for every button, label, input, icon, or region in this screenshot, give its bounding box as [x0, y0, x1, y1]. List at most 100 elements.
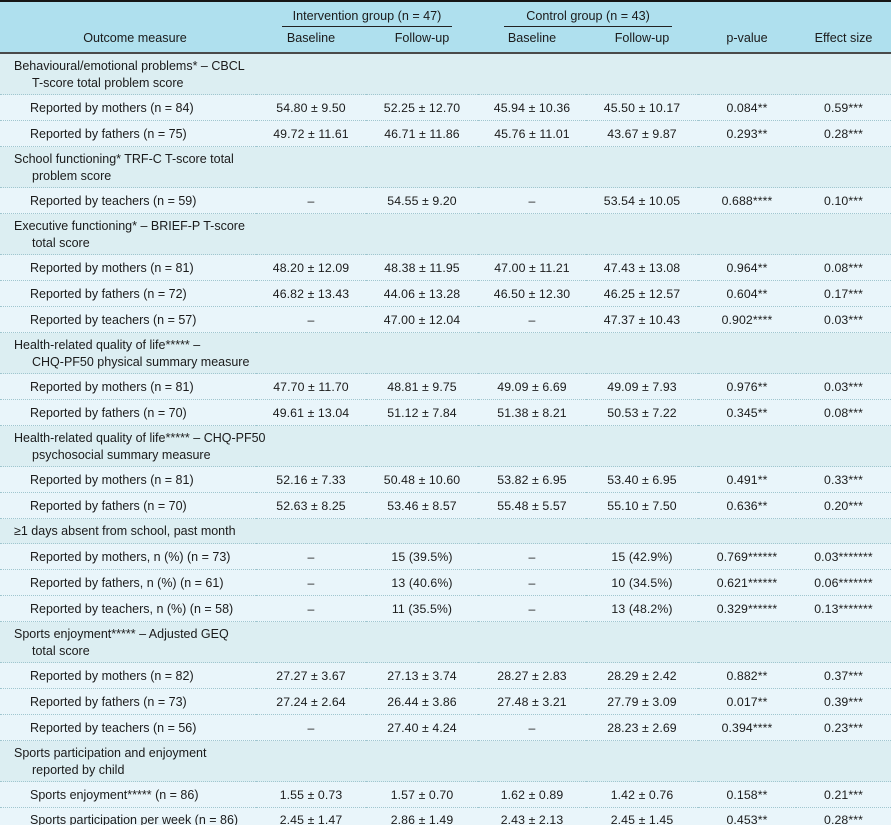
value-cell: 27.24 ± 2.64 — [276, 694, 346, 709]
row-label: Reported by mothers (n = 81) — [30, 260, 194, 275]
section-header-row: Behavioural/emotional problems* – CBCL T-… — [0, 53, 891, 95]
section-title-line1: Executive functioning* – BRIEF-P T-score — [14, 219, 245, 233]
pvalue-header: p-value — [726, 31, 768, 45]
row-label: Reported by fathers (n = 73) — [30, 694, 187, 709]
value-cell: 0.10*** — [824, 193, 863, 208]
table-header: Intervention group (n = 47) Control grou… — [0, 1, 891, 53]
value-cell: 0.03*** — [824, 312, 863, 327]
section-header-row: Sports enjoyment***** – Adjusted GEQ tota… — [0, 621, 891, 663]
value-cell: 47.37 ± 10.43 — [603, 312, 681, 327]
value-cell: – — [528, 601, 536, 616]
value-cell: 10 (34.5%) — [611, 575, 673, 590]
table-row: Reported by fathers (n = 72) 46.82 ± 13.4… — [0, 280, 891, 307]
value-cell: 53.54 ± 10.05 — [603, 193, 681, 208]
row-label: Sports enjoyment***** (n = 86) — [30, 787, 199, 802]
table-row: Reported by fathers (n = 70) 52.63 ± 8.25… — [0, 492, 891, 519]
value-cell: 54.80 ± 9.50 — [276, 100, 346, 115]
section-header-row: School functioning* TRF-C T-score total p… — [0, 146, 891, 188]
value-cell: 0.13******* — [814, 601, 873, 616]
column-header-row: Outcome measure Baseline Follow-up Basel… — [0, 28, 891, 53]
value-cell: 0.28*** — [824, 813, 863, 825]
group-header-row: Intervention group (n = 47) Control grou… — [0, 1, 891, 28]
section-header-row: Health-related quality of life***** – CHQ… — [0, 332, 891, 374]
row-label: Reported by mothers (n = 81) — [30, 472, 194, 487]
table-row: Reported by mothers (n = 81) 52.16 ± 7.33… — [0, 466, 891, 493]
value-cell: 0.882** — [726, 668, 768, 683]
value-cell: 1.62 ± 0.89 — [500, 787, 564, 802]
value-cell: 2.45 ± 1.45 — [610, 813, 674, 825]
value-cell: 0.017** — [726, 694, 768, 709]
control-baseline-header: Baseline — [507, 31, 557, 45]
value-cell: 0.293** — [726, 126, 768, 141]
value-cell: 15 (39.5%) — [391, 549, 453, 564]
table-row: Reported by fathers (n = 73) 27.24 ± 2.64… — [0, 688, 891, 715]
row-label: Reported by mothers (n = 84) — [30, 100, 194, 115]
value-cell: 0.39*** — [824, 694, 863, 709]
value-cell: 0.23*** — [824, 720, 863, 735]
control-group-label: Control group (n = 43) — [504, 3, 672, 27]
section-title-line1: School functioning* TRF-C T-score total — [14, 152, 234, 166]
table-row: Reported by fathers (n = 70) 49.61 ± 13.0… — [0, 399, 891, 426]
pvalue-header-spacer — [698, 1, 796, 28]
value-cell: 55.10 ± 7.50 — [607, 498, 677, 513]
table-row: Reported by fathers, n (%) (n = 61) – 13 (… — [0, 569, 891, 596]
value-cell: 50.53 ± 7.22 — [607, 405, 677, 420]
value-cell: 0.345** — [726, 405, 768, 420]
value-cell: 2.45 ± 1.47 — [279, 813, 343, 825]
value-cell: 47.00 ± 12.04 — [383, 312, 461, 327]
value-cell: 52.16 ± 7.33 — [276, 472, 346, 487]
value-cell: 46.71 ± 11.86 — [384, 126, 460, 141]
control-followup-header: Follow-up — [614, 31, 670, 45]
table-row: Reported by mothers (n = 82) 27.27 ± 3.67… — [0, 662, 891, 689]
value-cell: 0.20*** — [824, 498, 863, 513]
value-cell: 46.25 ± 12.57 — [603, 286, 681, 301]
value-cell: – — [307, 601, 315, 616]
table-row: Reported by fathers (n = 75) 49.72 ± 11.6… — [0, 120, 891, 147]
value-cell: – — [528, 720, 536, 735]
value-cell: 0.976** — [726, 379, 768, 394]
value-cell: 13 (40.6%) — [391, 575, 453, 590]
value-cell: 53.40 ± 6.95 — [607, 472, 677, 487]
section-title-cell: ≥1 days absent from school, past month — [0, 519, 891, 544]
value-cell: 27.79 ± 3.09 — [607, 694, 677, 709]
table-body: Behavioural/emotional problems* – CBCL T-… — [0, 53, 891, 825]
section-title-line1: Sports enjoyment***** – Adjusted GEQ — [14, 627, 229, 641]
value-cell: – — [307, 549, 315, 564]
row-label: Reported by fathers (n = 72) — [30, 286, 187, 301]
value-cell: 0.621****** — [716, 575, 778, 590]
value-cell: 26.44 ± 3.86 — [387, 694, 457, 709]
value-cell: 0.491** — [726, 472, 768, 487]
value-cell: 28.27 ± 2.83 — [497, 668, 567, 683]
value-cell: 11 (35.5%) — [391, 601, 453, 616]
section-title-line1: ≥1 days absent from school, past month — [14, 524, 236, 539]
value-cell: 51.12 ± 7.84 — [387, 405, 457, 420]
row-label: Sports participation per week (n = 86) — [30, 813, 239, 825]
value-cell: 0.06******* — [814, 575, 873, 590]
value-cell: – — [528, 312, 536, 327]
value-cell: 0.21*** — [824, 787, 863, 802]
value-cell: 50.48 ± 10.60 — [383, 472, 461, 487]
value-cell: 54.55 ± 9.20 — [387, 193, 457, 208]
value-cell: 0.08*** — [824, 405, 863, 420]
section-title-cell: Health-related quality of life***** – CHQ… — [0, 333, 891, 374]
value-cell: 52.63 ± 8.25 — [276, 498, 346, 513]
intervention-baseline-header: Baseline — [286, 31, 336, 45]
section-title-line2: CHQ-PF50 physical summary measure — [32, 354, 250, 369]
value-cell: 52.25 ± 12.70 — [383, 100, 461, 115]
value-cell: 27.40 ± 4.24 — [387, 720, 457, 735]
value-cell: – — [307, 312, 315, 327]
row-label: Reported by mothers (n = 81) — [30, 379, 194, 394]
value-cell: 0.03******* — [814, 549, 873, 564]
effect-size-header: Effect size — [814, 31, 873, 45]
section-title-line2: psychosocial summary measure — [32, 447, 211, 462]
section-title-line2: problem score — [32, 168, 112, 183]
value-cell: 0.636** — [726, 498, 768, 513]
section-header-row: ≥1 days absent from school, past month — [0, 518, 891, 544]
value-cell: – — [528, 549, 536, 564]
table-row: Reported by mothers (n = 81) 47.70 ± 11.7… — [0, 373, 891, 400]
section-title-cell: Behavioural/emotional problems* – CBCL T-… — [0, 53, 891, 95]
table-row: Reported by mothers (n = 81) 48.20 ± 12.0… — [0, 254, 891, 281]
value-cell: 43.67 ± 9.87 — [607, 126, 677, 141]
value-cell: 0.28*** — [824, 126, 863, 141]
